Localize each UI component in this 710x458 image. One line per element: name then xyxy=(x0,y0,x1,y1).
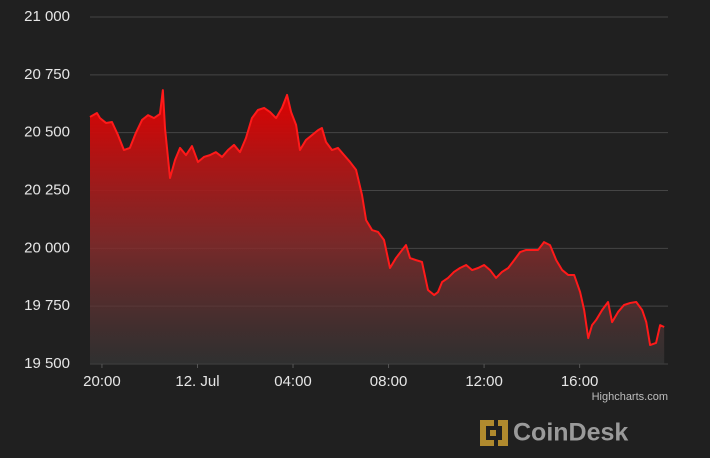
y-tick-label: 21 000 xyxy=(24,8,70,25)
logo-icon xyxy=(490,430,496,436)
x-tick-label: 08:00 xyxy=(370,373,408,390)
y-tick-label: 20 000 xyxy=(24,239,70,256)
area-fill xyxy=(90,90,665,364)
x-tick-label: 20:00 xyxy=(83,373,121,390)
x-tick-label: 16:00 xyxy=(561,373,599,390)
price-line xyxy=(89,89,665,347)
x-tick-label: 12:00 xyxy=(465,373,503,390)
y-tick-label: 19 500 xyxy=(24,355,70,372)
y-tick-label: 20 250 xyxy=(24,181,70,198)
x-tick-label: 12. Jul xyxy=(175,373,219,390)
y-tick-label: 19 750 xyxy=(24,297,70,314)
plot xyxy=(89,89,665,364)
y-tick-label: 20 750 xyxy=(24,66,70,83)
credits[interactable]: Highcharts.com xyxy=(592,391,668,403)
watermark: CoinDesk xyxy=(513,419,628,447)
logo-icon xyxy=(480,420,494,446)
logo-icon xyxy=(498,420,508,446)
labels: 19 500 19 750 20 000 20 250 20 500 20 750 21 0… xyxy=(24,8,598,390)
y-tick-label: 20 500 xyxy=(24,124,70,141)
watermark-logo xyxy=(480,420,508,446)
x-tick-label: 04:00 xyxy=(274,373,312,390)
